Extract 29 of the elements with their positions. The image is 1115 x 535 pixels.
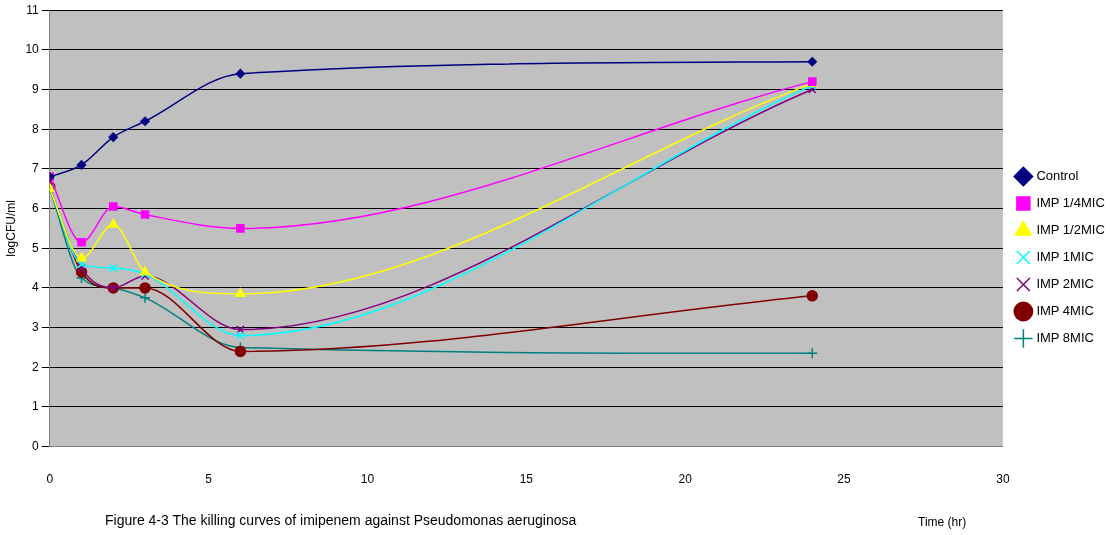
x-tick-label: 15 (519, 472, 534, 487)
y-tick-label: 11 (26, 2, 40, 17)
y-tick-label: 3 (32, 319, 40, 334)
y-tick-label: 0 (32, 438, 40, 453)
caption: Figure 4-3 The killing curves of imipenem against Pseudomonas aeruginosa (105, 512, 577, 528)
x-tick-label: 10 (360, 472, 375, 487)
y-tick-label: 1 (32, 399, 40, 414)
y-tick-label: 7 (32, 161, 40, 176)
legend-label: IMP 2MIC (1036, 276, 1094, 292)
x-tick-label: 25 (837, 472, 852, 487)
y-tick-label: 10 (25, 42, 40, 57)
y-tick-label: 9 (32, 81, 40, 96)
y-tick-label: 6 (32, 200, 40, 215)
y-axis-title: logCFU/ml (3, 200, 18, 257)
x-tick-label: 5 (205, 472, 213, 487)
x-tick-label: 30 (996, 472, 1010, 487)
legend-label: IMP 8MIC (1036, 330, 1094, 346)
y-tick-label: 8 (32, 121, 40, 136)
legend-label: IMP 4MIC (1036, 303, 1094, 319)
legend-label: IMP 1/4MIC (1036, 195, 1105, 211)
y-tick-label: 4 (32, 280, 40, 295)
legend-label: IMP 1/2MIC (1036, 222, 1105, 238)
x-tick-label: 0 (46, 472, 54, 487)
y-tick-label: 5 (32, 240, 40, 255)
legend-label: IMP 1MIC (1036, 249, 1094, 265)
x-axis-title: Time (hr) (918, 515, 967, 529)
y-tick-label: 2 (32, 359, 40, 374)
legend-label: Control (1036, 168, 1079, 184)
x-tick-label: 20 (678, 472, 693, 487)
